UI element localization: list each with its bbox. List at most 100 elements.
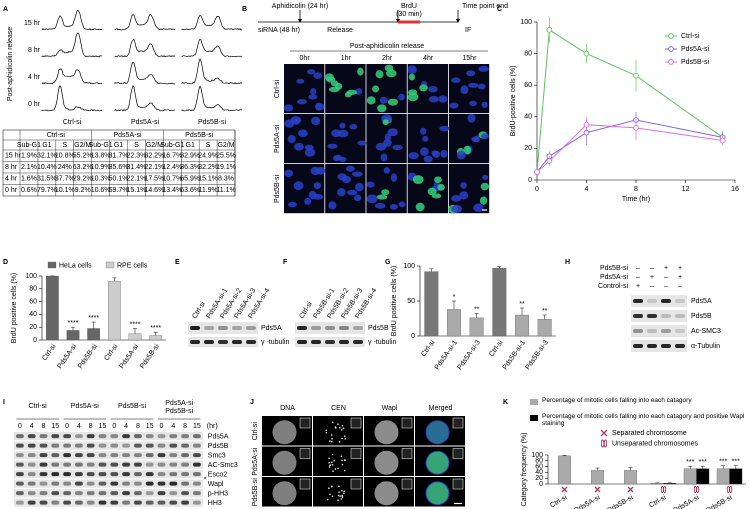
row-label: Ctrl-si	[252, 422, 259, 441]
y-tick-label: 20	[29, 324, 37, 331]
bar	[537, 319, 552, 337]
significance: ****	[68, 320, 79, 327]
table-header: S	[62, 142, 67, 149]
table-cell: 50.1%	[109, 176, 129, 183]
band	[86, 434, 95, 439]
chromosome-icon	[627, 486, 634, 493]
spot	[335, 427, 337, 429]
spot	[343, 490, 345, 493]
point	[546, 27, 553, 33]
band-label: Ac-SMC3	[691, 328, 721, 335]
y-tick-label: 60	[29, 298, 37, 305]
legend-text-box: Percentage of mitotic cells falling into…	[542, 397, 692, 404]
nucleus	[347, 189, 358, 196]
band	[27, 462, 36, 467]
nucleus	[375, 70, 384, 79]
band	[86, 462, 95, 467]
nucleus	[477, 83, 486, 90]
significance: ***	[699, 459, 707, 466]
row-label: Pds5B-si	[252, 478, 259, 506]
time-label: 0	[160, 423, 164, 430]
spot	[337, 499, 339, 502]
column-label: 2hr	[382, 55, 393, 62]
channel-label: Wapl	[382, 405, 398, 412]
legend-label: Ctrl-si	[681, 33, 700, 40]
band	[16, 453, 24, 458]
table-header: G2/M	[146, 142, 163, 149]
band	[193, 434, 201, 439]
band	[297, 326, 307, 330]
band-label: Pds5B	[691, 313, 712, 320]
row-label: Pds5A-si	[274, 125, 281, 153]
inset	[452, 478, 464, 490]
inset	[401, 478, 413, 490]
table-header: G1	[42, 142, 51, 149]
band	[193, 481, 201, 486]
spot	[333, 459, 336, 462]
y-tick-label: 80	[524, 50, 532, 57]
band	[181, 453, 189, 458]
band	[193, 491, 201, 496]
bar	[716, 468, 730, 485]
band	[16, 443, 24, 448]
band-label: AC-Smc3	[208, 462, 238, 469]
histogram	[114, 13, 175, 31]
nucleus	[379, 96, 388, 104]
table-cell: 8.3%	[218, 176, 234, 183]
band	[110, 500, 119, 505]
band	[181, 443, 189, 448]
chromosome-icon	[600, 439, 605, 448]
x-tick-label: Ctrl-si	[103, 343, 119, 362]
nucleus	[408, 73, 415, 81]
bar	[66, 330, 80, 341]
band	[661, 314, 671, 318]
nucleus	[372, 85, 380, 93]
band	[157, 453, 166, 458]
histogram	[181, 85, 243, 112]
table-cell: 13.4%	[162, 187, 182, 194]
nucleus	[375, 142, 387, 151]
band	[51, 500, 60, 505]
spot	[337, 467, 339, 470]
band	[157, 481, 166, 486]
y-tick-label: 40	[29, 311, 37, 318]
band	[27, 481, 36, 486]
spot	[329, 493, 331, 496]
nucleus	[439, 125, 450, 132]
spot	[337, 494, 340, 497]
y-tick-label: 60	[524, 82, 532, 89]
channel-label: Merged	[429, 405, 453, 412]
sign: –	[664, 274, 668, 281]
band	[145, 472, 154, 477]
band	[110, 472, 119, 477]
x-tick-label: Ctrl-si	[549, 494, 569, 509]
point	[534, 169, 540, 175]
chromosome-icon	[660, 486, 664, 493]
band	[661, 299, 671, 303]
band	[122, 443, 130, 448]
blot	[631, 340, 687, 352]
table-cell: 29.2%	[73, 176, 93, 183]
nucleus	[392, 144, 403, 151]
table-cell: 37.7%	[55, 176, 75, 183]
nucleus	[381, 189, 390, 196]
inset	[299, 417, 311, 429]
bar	[729, 468, 743, 485]
band	[145, 481, 154, 486]
band	[51, 491, 60, 496]
nucleus	[456, 150, 466, 160]
step-label: IF	[465, 27, 471, 34]
group-label: Ctrl-si	[28, 403, 47, 410]
spot	[344, 438, 347, 440]
band	[75, 472, 83, 477]
band	[157, 443, 166, 448]
table-cell: 32.2%	[144, 153, 164, 160]
y-tick-label: 100	[520, 19, 532, 26]
nucleus	[389, 203, 398, 210]
time-label: 4	[77, 423, 81, 430]
nucleus	[304, 148, 316, 157]
band	[325, 326, 335, 330]
row-label: Pds5B-si	[274, 175, 281, 203]
nucleus	[384, 133, 391, 142]
